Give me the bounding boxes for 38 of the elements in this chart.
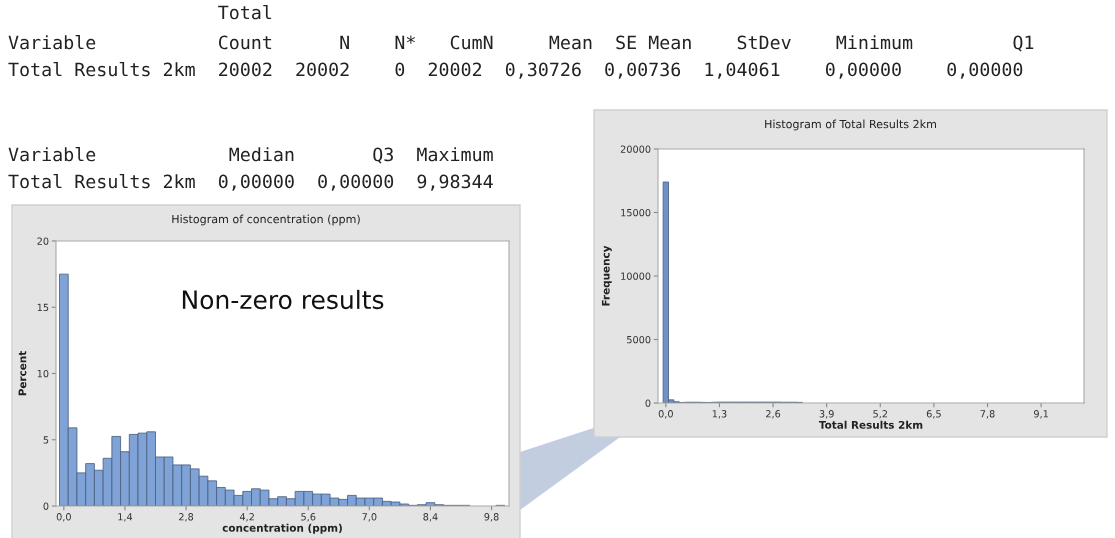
text: Total Results 2km 20002 20002 0 20002 0,30726 0,00736 1,04061 0,00000 0,00000 (8, 62, 1023, 79)
x-tick-label: 5,2 (873, 410, 888, 419)
x-tick-label: 8,4 (423, 513, 438, 522)
y-tick-label: 20000 (620, 145, 651, 153)
y-tick-label: 10000 (621, 272, 651, 280)
text: Total (218, 5, 272, 20)
x-tick-label: 2,8 (179, 513, 194, 522)
x-tick-label: 0,0 (658, 410, 673, 419)
x-axis-title: Total Results 2km (818, 420, 923, 429)
y-axis-title: Frequency (601, 245, 612, 306)
x-tick-label: 1,4 (118, 513, 133, 522)
x-tick-label: 9,1 (1033, 410, 1048, 419)
chart-title: Histogram of concentration (ppm) (172, 214, 360, 226)
y-tick-label: 20 (37, 237, 49, 245)
y-tick-label: 5 (43, 436, 49, 444)
x-tick-label: 1,3 (712, 410, 727, 419)
y-tick-label: 0 (645, 399, 651, 407)
x-tick-label: 9,8 (484, 513, 499, 522)
x-tick-label: 5,6 (301, 513, 316, 522)
x-tick-label: 6,5 (926, 410, 941, 419)
y-tick-label: 0 (43, 502, 49, 510)
y-tick-label: 15000 (621, 208, 651, 217)
y-tick-label: 5000 (627, 335, 651, 344)
y-axis-title: Percent (18, 351, 27, 396)
x-tick-label: 2,6 (766, 410, 781, 419)
x-axis-title: concentration (ppm) (222, 523, 342, 534)
y-tick-label: 10 (37, 369, 49, 378)
chart-title: Histogram of Total Results 2km (765, 119, 936, 131)
annotation: Non-zero results (182, 289, 384, 310)
x-tick-label: 0,0 (56, 513, 71, 522)
text: Total Results 2km 0,00000 0,00000 9,98344 (8, 174, 493, 191)
text: Variable Median Q3 Maximum (8, 147, 493, 164)
x-tick-label: 7,0 (362, 513, 377, 522)
x-tick-label: 3,9 (819, 410, 834, 419)
x-tick-label: 4,2 (239, 513, 254, 522)
text: Variable Count N N* CumN Mean SE Mean StDev Minimum Q1 (8, 35, 1034, 52)
x-tick-label: 7,8 (980, 410, 995, 419)
y-tick-label: 15 (37, 303, 49, 312)
